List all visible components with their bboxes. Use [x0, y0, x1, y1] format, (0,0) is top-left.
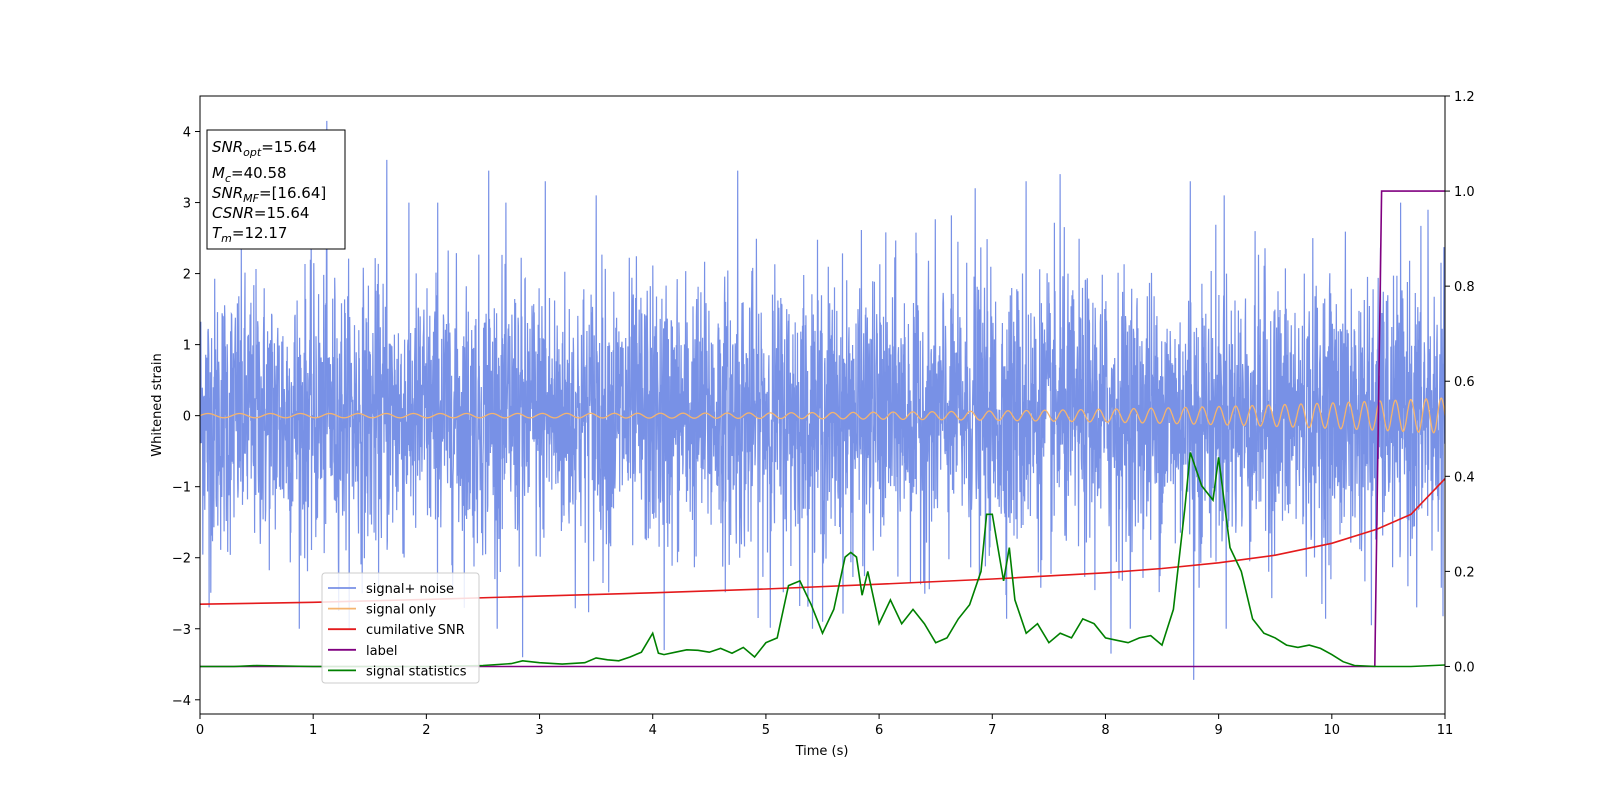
y2-tick-label: 0.6 — [1454, 375, 1475, 390]
plot-frame — [199, 95, 1446, 715]
x-tick-label: 10 — [1324, 723, 1341, 738]
x-tick-label: 8 — [1101, 723, 1109, 738]
y-tick-label: −3 — [172, 623, 191, 638]
legend-entry: signal statistics — [366, 664, 467, 679]
y-tick-label: 4 — [183, 126, 191, 141]
series-signal-noise — [200, 120, 1445, 680]
series-label — [200, 190, 1445, 668]
y-tick-label: 2 — [183, 268, 191, 283]
legend-entry: label — [366, 644, 397, 659]
x-tick-label: 3 — [535, 723, 543, 738]
annotation-mc: Mc=40.58 — [212, 164, 287, 185]
annotation-csnr: CSNR=15.64 — [212, 204, 309, 222]
y-tick-label: 3 — [183, 197, 191, 212]
x-tick-label: 4 — [649, 723, 657, 738]
legend-entry: signal+ noise — [366, 582, 454, 597]
y-tick-label: −1 — [172, 481, 191, 496]
y-axis-label: Whitened strain — [150, 353, 165, 456]
plot-area — [200, 120, 1445, 680]
y-tick-label: −2 — [172, 552, 191, 567]
legend: signal+ noise signal only cumilative SNR la… — [321, 572, 480, 684]
y-tick-label: −4 — [172, 694, 191, 709]
y2-tick-label: 1.2 — [1454, 90, 1475, 105]
series-cumulative-snr — [200, 478, 1445, 605]
y-axis-left: −4 −3 −2 −1 0 1 2 3 4 — [172, 126, 200, 709]
y-tick-label: 1 — [183, 339, 191, 354]
y-axis-right: 0.0 0.2 0.4 0.6 0.8 1.0 1.2 — [1445, 90, 1475, 675]
x-tick-label: 2 — [422, 723, 430, 738]
x-tick-label: 7 — [988, 723, 996, 738]
x-tick-label: 11 — [1437, 723, 1454, 738]
x-tick-label: 1 — [309, 723, 317, 738]
x-tick-label: 5 — [762, 723, 770, 738]
series-signal-statistics — [200, 452, 1445, 668]
series-signal-only — [200, 397, 1445, 434]
annotation-frame — [206, 129, 346, 250]
x-tick-label: 9 — [1214, 723, 1222, 738]
y2-tick-label: 0.0 — [1454, 660, 1475, 675]
legend-entry: signal only — [366, 603, 436, 618]
x-axis: 0 1 2 3 4 5 6 7 8 9 10 11 — [196, 714, 1453, 738]
y2-tick-label: 0.4 — [1454, 470, 1475, 485]
annotation-box: SNRopt=15.64 Mc=40.58 SNRMF=[16.64] CSNR… — [206, 129, 346, 250]
x-tick-label: 6 — [875, 723, 883, 738]
legend-frame — [321, 572, 480, 684]
y2-tick-label: 1.0 — [1454, 185, 1475, 200]
legend-entry: cumilative SNR — [366, 623, 465, 638]
x-tick-label: 0 — [196, 723, 204, 738]
annotation-snr-opt: SNRopt=15.64 — [212, 138, 317, 159]
annotation-snr-mf: SNRMF=[16.64] — [212, 184, 326, 205]
annotation-tm: Tm=12.17 — [212, 224, 287, 245]
x-axis-label: Time (s) — [795, 744, 849, 759]
y2-tick-label: 0.2 — [1454, 565, 1475, 580]
y-tick-label: 0 — [183, 410, 191, 425]
y2-tick-label: 0.8 — [1454, 280, 1475, 295]
